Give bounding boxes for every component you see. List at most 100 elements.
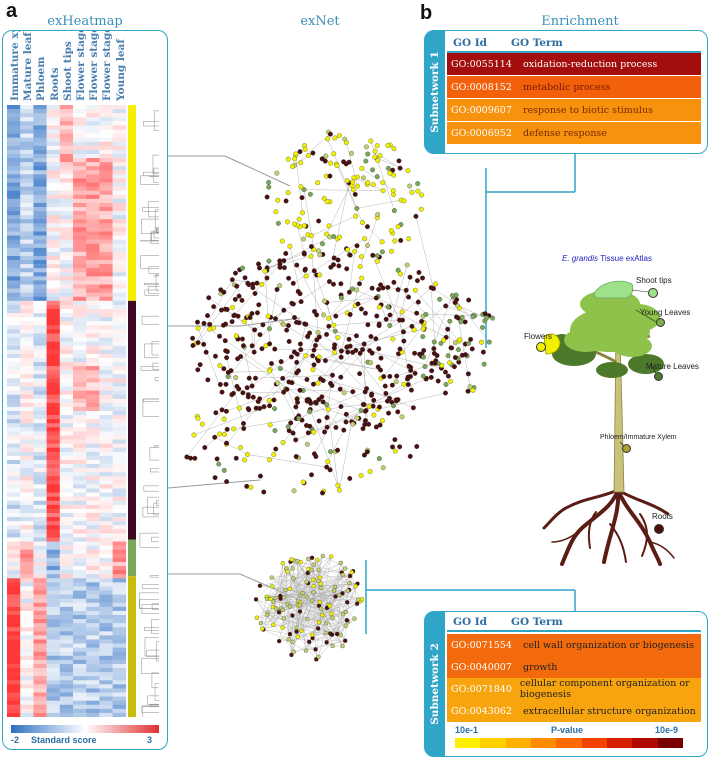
heatmap-cell — [73, 549, 87, 555]
network-node — [313, 647, 318, 652]
heatmap-cell — [46, 668, 61, 673]
heatmap-cell — [86, 247, 100, 253]
network-node — [265, 313, 271, 319]
heatmap-cell — [33, 557, 47, 563]
dendrogram-branch — [149, 447, 159, 461]
heatmap-cell — [59, 357, 74, 363]
network-edge — [266, 614, 331, 634]
subnetwork2-col-term: GO Term — [511, 616, 563, 628]
network-node — [340, 612, 346, 617]
heatmap-cell — [86, 659, 100, 665]
network-node — [276, 610, 282, 615]
heatmap-cell — [59, 521, 74, 526]
network-edge — [445, 305, 474, 316]
heatmap-cell — [7, 704, 21, 710]
network-edge — [318, 569, 336, 588]
go-id: GO:0071840 — [451, 683, 512, 695]
heatmap-cell — [73, 443, 87, 449]
network-node — [280, 561, 285, 566]
heatmap-cell — [7, 615, 21, 620]
heatmap-cell — [73, 517, 87, 522]
heatmap-cell — [7, 113, 21, 118]
heatmap-cell — [86, 386, 100, 391]
network-node — [387, 323, 393, 328]
network-node — [274, 170, 280, 176]
heatmap-cell — [59, 292, 74, 298]
shoot-tips-dot — [648, 288, 658, 298]
network-node — [367, 469, 373, 474]
heatmap-cell — [20, 651, 34, 657]
network-node — [236, 293, 242, 299]
network-node — [281, 258, 287, 264]
heatmap-cell — [86, 366, 100, 371]
heatmap-cell — [99, 639, 113, 644]
network-node — [345, 247, 351, 253]
network-node — [252, 327, 258, 333]
network-node — [370, 252, 376, 258]
heatmap-cell — [59, 235, 74, 240]
heatmap-cell — [46, 533, 61, 538]
heatmap-cell — [20, 288, 34, 293]
heatmap-cell — [7, 459, 21, 465]
network-node — [294, 370, 300, 376]
network-node — [315, 180, 321, 186]
network-node — [277, 258, 283, 264]
heatmap-cell — [20, 655, 34, 661]
heatmap-cell — [46, 672, 61, 677]
heatmap-cell — [7, 149, 21, 155]
network-node — [305, 430, 311, 436]
heatmap-cell — [33, 586, 47, 591]
network-node — [414, 278, 420, 284]
enrichment-title: Enrichment — [541, 14, 619, 29]
heatmap-cell — [99, 268, 113, 273]
heatmap-cell — [112, 468, 127, 473]
network-node — [362, 452, 367, 458]
network-node — [343, 609, 349, 615]
network-edge — [389, 287, 432, 326]
heatmap-cell — [46, 170, 61, 175]
heatmap-cell — [112, 578, 127, 583]
heatmap-cell — [33, 472, 47, 477]
heatmap-cell — [99, 525, 113, 530]
heatmap-cell — [7, 190, 21, 196]
heatmap-cell — [112, 688, 127, 693]
network-node — [324, 231, 330, 237]
network-node — [324, 640, 329, 645]
network-node — [325, 406, 331, 412]
heatmap-cell — [20, 529, 34, 534]
network-node — [233, 333, 239, 339]
heatmap-cell — [59, 517, 74, 522]
heatmap-cell — [99, 443, 113, 449]
heatmap-cell — [59, 684, 74, 689]
network-node — [443, 369, 448, 375]
network-node — [409, 189, 415, 195]
heatmap-cell — [20, 353, 34, 359]
heatmap-cell — [33, 211, 47, 216]
network-edge — [291, 615, 293, 655]
heatmap-cell — [46, 317, 61, 322]
heatmap-cell — [7, 366, 21, 371]
network-node — [346, 336, 352, 342]
young-leaves-label: Young Leaves — [640, 308, 691, 317]
heatmap-cell — [99, 415, 113, 420]
dendrogram-branch — [142, 506, 159, 518]
heatmap-cell — [86, 635, 100, 640]
heatmap-cell — [99, 337, 113, 342]
heatmap-cell — [59, 313, 74, 318]
heatmap-cell — [73, 655, 87, 661]
heatmap-cell — [46, 239, 61, 245]
heatmap-cell — [112, 484, 127, 489]
network-node — [331, 345, 337, 351]
heatmap-cell — [33, 578, 47, 583]
heatmap-cell — [59, 219, 74, 224]
heatmap-cell — [20, 508, 34, 514]
network-node — [400, 329, 406, 335]
heatmap-cell — [86, 353, 100, 359]
heatmap-cell — [33, 525, 47, 530]
heatmap-cell — [86, 117, 100, 122]
network-node — [335, 257, 341, 263]
heatmap-cell — [7, 223, 21, 228]
heatmap-cell — [73, 561, 87, 567]
network-node — [290, 280, 296, 286]
heatmap-cell — [59, 635, 74, 640]
